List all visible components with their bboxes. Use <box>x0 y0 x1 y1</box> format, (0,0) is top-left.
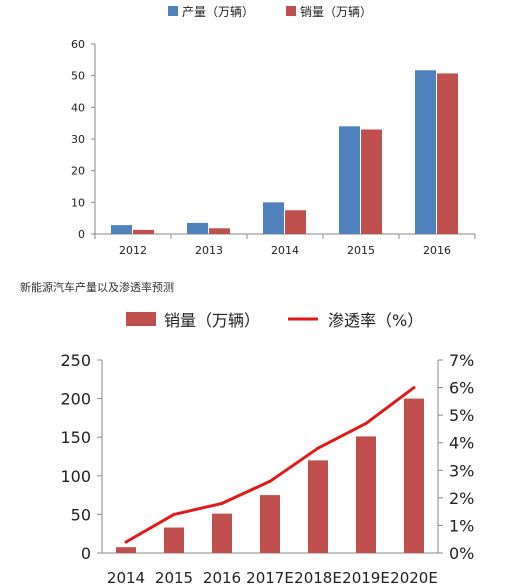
chart2-bars <box>116 398 424 553</box>
chart2-left-tick-label: 50 <box>71 505 91 524</box>
chart1-bar-production <box>187 222 208 234</box>
chart2-legend-line-label: 渗透率（%） <box>328 311 423 330</box>
chart1-y-tick-label: 20 <box>71 165 85 178</box>
chart2-line-point <box>220 501 224 505</box>
chart1-legend: 产量（万辆） 销量（万辆） <box>168 5 372 19</box>
chart2-bar-sales <box>260 495 280 553</box>
chart2-left-tick-label: 100 <box>60 467 91 486</box>
chart1-y-tick-label: 10 <box>71 196 85 209</box>
chart2-labels: 0 50 100 150 200 250 0% 1% 2% 3% 4% 5% 6% 7% 2014 2015 2… <box>60 351 474 587</box>
chart1-labels: 0 10 20 30 40 50 60 2012 2013 2014 2015 2016 <box>71 38 451 257</box>
chart2-bar-sales <box>164 527 184 553</box>
chart2-right-tick-label: 7% <box>449 351 474 370</box>
chart2-right-tick-label: 4% <box>449 434 474 453</box>
chart1-y-tick-label: 0 <box>78 228 85 241</box>
chart1-bar-production <box>339 126 360 234</box>
chart1-x-tick-label: 2015 <box>347 244 375 257</box>
chart2-line <box>124 386 416 544</box>
chart1-bar-sales <box>133 229 154 234</box>
chart-caption: 新能源汽车产量以及渗透率预测 <box>20 281 174 294</box>
chart2-x-tick-label: 2018E <box>294 569 342 587</box>
chart2-legend-bar-swatch <box>126 312 156 326</box>
chart2-bar-sales <box>404 398 424 553</box>
chart1-y-tick-label: 60 <box>71 38 85 51</box>
chart1-legend-label: 销量（万辆） <box>300 5 372 19</box>
chart2-line-point <box>172 512 176 516</box>
chart2-left-tick-label: 0 <box>81 544 91 563</box>
chart2-left-tick-label: 250 <box>60 351 91 370</box>
chart2-x-tick-label: 2020E <box>390 569 438 587</box>
chart1-bar-production <box>111 225 132 234</box>
chart2-left-tick-label: 150 <box>60 428 91 447</box>
chart1-bar-sales <box>209 228 230 234</box>
chart1-legend-swatch <box>286 6 296 16</box>
chart2-line-point <box>412 386 416 390</box>
chart2-x-tick-label: 2014 <box>107 569 145 587</box>
chart1-x-tick-label: 2013 <box>195 244 223 257</box>
chart1-bar-sales <box>437 73 458 234</box>
chart1-legend-swatch <box>168 6 178 16</box>
chart1-bar-production <box>263 202 284 234</box>
chart2-bar-sales <box>116 547 136 553</box>
chart2-right-tick-label: 0% <box>449 544 474 563</box>
production-sales-bar-chart: 产量（万辆） 销量（万辆） 0 10 20 30 40 50 60 2012 2013 2014 20… <box>71 5 476 257</box>
chart1-y-tick-label: 50 <box>71 70 85 83</box>
chart1-y-tick-label: 40 <box>71 101 85 114</box>
chart1-x-tick-label: 2012 <box>119 244 147 257</box>
chart2-legend: 销量（万辆） 渗透率（%） <box>126 311 423 330</box>
chart1-bars <box>111 70 458 235</box>
chart1-legend-label: 产量（万辆） <box>182 5 254 19</box>
sales-penetration-combo-chart: 销量（万辆） 渗透率（%） 0 50 100 150 200 250 0% 1% 2% 3% 4% 5%… <box>60 311 474 587</box>
chart2-x-tick-label: 2015 <box>155 569 193 587</box>
chart2-x-tick-label: 2017E <box>246 569 294 587</box>
chart2-x-tick-label: 2019E <box>342 569 390 587</box>
chart2-x-tick-label: 2016 <box>203 569 241 587</box>
chart2-line-point <box>316 446 320 450</box>
chart2-bar-sales <box>308 460 328 553</box>
chart2-right-tick-label: 1% <box>449 516 474 535</box>
chart2-right-tick-label: 5% <box>449 406 474 425</box>
chart1-x-tick-label: 2014 <box>271 244 299 257</box>
chart1-bar-production <box>415 70 436 235</box>
chart1-x-tick-label: 2016 <box>423 244 451 257</box>
chart2-right-tick-label: 6% <box>449 379 474 398</box>
chart1-y-tick-label: 30 <box>71 133 85 146</box>
chart2-left-tick-label: 200 <box>60 390 91 409</box>
chart2-bar-sales <box>212 513 232 553</box>
chart2-legend-bar-label: 销量（万辆） <box>164 311 260 330</box>
chart2-line-point <box>364 421 368 425</box>
chart2-line-point <box>268 479 272 483</box>
chart1-bar-sales <box>285 210 306 234</box>
chart2-right-tick-label: 2% <box>449 489 474 508</box>
chart2-line-point <box>124 540 128 544</box>
chart1-bar-sales <box>361 129 382 234</box>
chart2-bar-sales <box>356 436 376 553</box>
chart2-right-tick-label: 3% <box>449 461 474 480</box>
